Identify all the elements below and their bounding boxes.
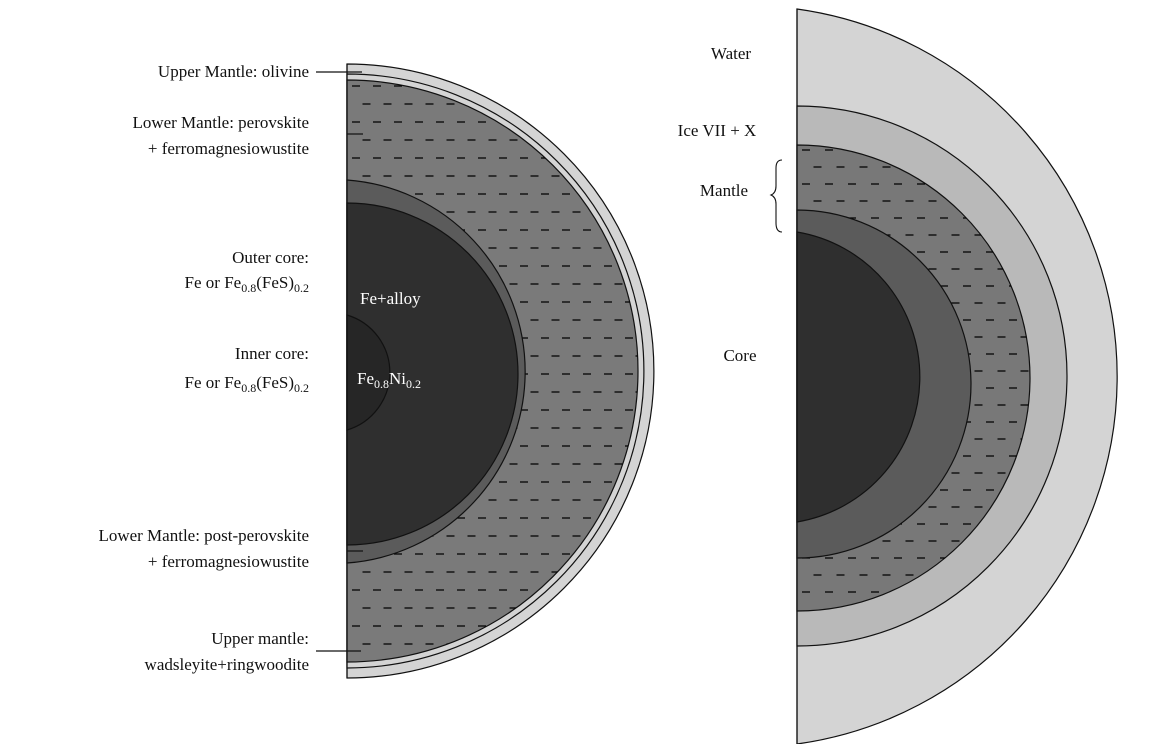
mantle-brace xyxy=(769,159,783,233)
label-fe-ni: Fe0.8Ni0.2 xyxy=(357,369,421,391)
core-layer xyxy=(796,231,921,523)
label-upper-mantle-olivine: Upper Mantle: olivine xyxy=(158,62,309,81)
outer-core-layer xyxy=(346,202,519,546)
label-mantle: Mantle xyxy=(700,181,748,200)
label-inner-core-composition: Fe or Fe0.8(FeS)0.2 xyxy=(185,373,309,395)
label-core: Core xyxy=(723,346,756,365)
label-upper-mantle-ws: Upper mantle: xyxy=(211,629,309,648)
label-inner-core: Inner core: xyxy=(235,344,309,363)
label-outer-core: Outer core: xyxy=(232,248,309,267)
label-ferromagnesiowustite-bottom: + ferromagnesiowustite xyxy=(148,552,309,571)
water-world-cross-section xyxy=(796,8,1118,744)
label-ferromagnesiowustite-top: + ferromagnesiowustite xyxy=(148,139,309,158)
label-wadsleyite-ringwoodite: wadsleyite+ringwoodite xyxy=(145,655,309,674)
label-fe-alloy: Fe+alloy xyxy=(360,289,421,308)
label-ice: Ice VII + X xyxy=(678,121,757,140)
earth-cross-section xyxy=(346,63,655,679)
inner-core-layer xyxy=(346,314,391,431)
label-outer-core-composition: Fe or Fe0.8(FeS)0.2 xyxy=(185,273,309,295)
label-lower-mantle-post-perovskite: Lower Mantle: post-perovskite xyxy=(98,526,309,545)
label-lower-mantle-perovskite: Lower Mantle: perovskite xyxy=(132,113,309,132)
label-water: Water xyxy=(711,44,751,63)
